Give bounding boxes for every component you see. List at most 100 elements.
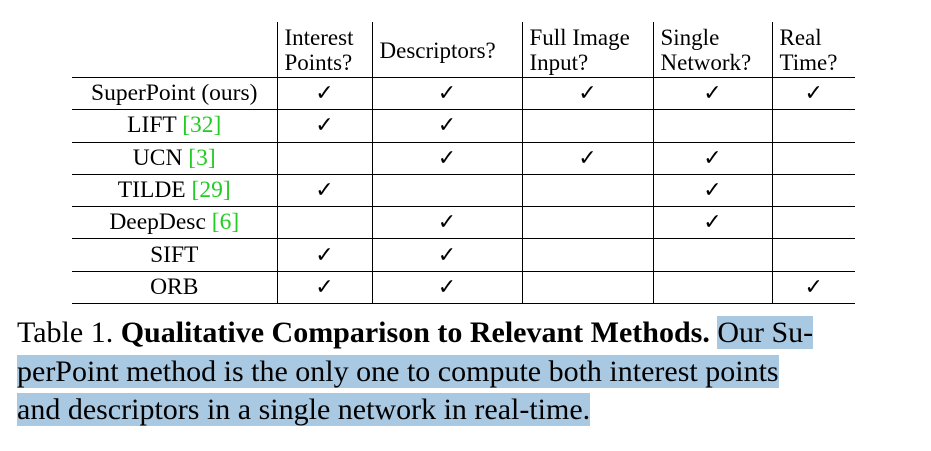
col-header-line: Points?	[284, 50, 353, 75]
citation-link[interactable]: [3]	[188, 144, 216, 171]
method-name: LIFT	[127, 112, 183, 139]
cell-interest-points: ✓	[276, 76, 372, 110]
cell-descriptors	[371, 173, 522, 207]
checkmark-icon: ✓	[437, 113, 457, 139]
table-caption: Table 1. Qualitative Comparison to Relev…	[17, 314, 917, 430]
comparison-table: Interest Points? Descriptors? Full Image…	[72, 22, 855, 305]
checkmark-icon: ✓	[315, 178, 334, 204]
col-header-line: Input?	[529, 50, 589, 75]
method-name-cell: TILDE [29]	[72, 173, 277, 207]
header-corner	[72, 22, 277, 78]
col-header-single-network: Single Network?	[652, 22, 772, 78]
checkmark-icon: ✓	[315, 81, 334, 107]
table-body: SuperPoint (ours) ✓ ✓ ✓ ✓ ✓ LIFT [32] ✓ ✓ UCN [3]…	[72, 76, 855, 305]
cell-interest-points: ✓	[276, 238, 372, 272]
cell-real-time	[771, 238, 855, 272]
method-name: ORB	[150, 273, 199, 300]
method-name-cell: DeepDesc [6]	[72, 206, 277, 239]
col-header-real-time: Real Time?	[771, 22, 855, 78]
cell-real-time	[771, 109, 855, 143]
caption-line-2: perPoint method is the only one to compu…	[17, 353, 917, 392]
caption-title: Qualitative Comparison to Relevant Metho…	[120, 316, 710, 349]
table-row: DeepDesc [6] ✓ ✓	[72, 206, 855, 239]
cell-single-network	[652, 238, 772, 272]
checkmark-icon: ✓	[703, 210, 722, 236]
caption-highlight: perPoint method is the only one to compu…	[17, 354, 779, 388]
cell-interest-points	[276, 206, 372, 239]
checkmark-icon: ✓	[437, 81, 457, 107]
citation-link[interactable]: [29]	[191, 177, 231, 204]
checkmark-icon: ✓	[437, 242, 457, 268]
cell-single-network	[652, 270, 772, 305]
cell-descriptors: ✓	[371, 141, 522, 175]
method-name-cell: LIFT [32]	[72, 109, 277, 143]
cell-descriptors: ✓	[371, 270, 522, 305]
method-name: SIFT	[150, 241, 199, 268]
cell-full-image-input: ✓	[521, 76, 653, 110]
cell-real-time	[771, 206, 855, 239]
col-header-line: Time?	[779, 50, 838, 75]
cell-real-time	[771, 173, 855, 207]
cell-single-network: ✓	[652, 173, 772, 207]
caption-highlight: Our Su-	[717, 316, 814, 349]
checkmark-icon: ✓	[703, 145, 722, 171]
cell-full-image-input	[521, 238, 653, 272]
checkmark-icon: ✓	[315, 274, 334, 300]
cell-full-image-input: ✓	[521, 141, 653, 175]
method-name-cell: SIFT	[72, 238, 277, 272]
method-name: UCN	[132, 144, 189, 171]
col-header-line: Single	[660, 25, 720, 50]
col-header-interest-points: Interest Points?	[276, 22, 372, 78]
checkmark-icon: ✓	[578, 81, 597, 107]
caption-line-3: and descriptors in a single network in r…	[17, 391, 917, 430]
table-row: SIFT ✓ ✓	[72, 238, 855, 272]
cell-full-image-input	[521, 270, 653, 305]
cell-descriptors: ✓	[371, 206, 522, 239]
method-name-cell: SuperPoint (ours)	[72, 76, 277, 110]
checkmark-icon: ✓	[804, 274, 823, 300]
cell-interest-points: ✓	[276, 109, 372, 143]
col-header-descriptors: Descriptors?	[371, 22, 522, 78]
cell-real-time	[771, 141, 855, 175]
method-name-cell: UCN [3]	[72, 141, 277, 175]
header-row: Interest Points? Descriptors? Full Image…	[72, 22, 855, 78]
cell-interest-points: ✓	[276, 173, 372, 207]
col-header-line: Network?	[660, 50, 752, 75]
checkmark-icon: ✓	[315, 113, 334, 139]
cell-real-time: ✓	[771, 76, 855, 110]
cell-single-network: ✓	[652, 76, 772, 110]
cell-single-network	[652, 109, 772, 143]
cell-descriptors: ✓	[371, 76, 522, 110]
checkmark-icon: ✓	[804, 81, 823, 107]
table-row: SuperPoint (ours) ✓ ✓ ✓ ✓ ✓	[72, 76, 855, 110]
citation-link[interactable]: [6]	[211, 209, 240, 236]
col-header-line: Full Image	[529, 25, 630, 50]
table-row: UCN [3] ✓ ✓ ✓	[72, 141, 855, 175]
caption-line-1: Table 1. Qualitative Comparison to Relev…	[17, 314, 917, 353]
checkmark-icon: ✓	[578, 145, 597, 171]
method-name-cell: ORB	[72, 270, 277, 305]
cell-single-network: ✓	[652, 141, 772, 175]
col-header-line: Descriptors?	[379, 37, 496, 63]
col-header-line: Interest	[284, 25, 354, 50]
checkmark-icon: ✓	[703, 81, 722, 107]
cell-full-image-input	[521, 173, 653, 207]
caption-label: Table 1.	[17, 316, 121, 349]
col-header-line: Real	[779, 25, 822, 50]
checkmark-icon: ✓	[437, 274, 457, 300]
cell-descriptors: ✓	[371, 238, 522, 272]
cell-interest-points: ✓	[276, 270, 372, 305]
table-row: TILDE [29] ✓ ✓	[72, 173, 855, 207]
cell-full-image-input	[521, 206, 653, 239]
cell-interest-points	[276, 141, 372, 175]
checkmark-icon: ✓	[437, 145, 457, 171]
table-row: LIFT [32] ✓ ✓	[72, 109, 855, 143]
checkmark-icon: ✓	[703, 178, 722, 204]
col-header-full-image-input: Full Image Input?	[521, 22, 653, 78]
caption-highlight: and descriptors in a single network in r…	[17, 393, 591, 426]
table-row: ORB ✓ ✓ ✓	[72, 270, 855, 305]
method-name: TILDE	[117, 177, 192, 204]
citation-link[interactable]: [32]	[182, 112, 222, 139]
cell-descriptors: ✓	[371, 109, 522, 143]
